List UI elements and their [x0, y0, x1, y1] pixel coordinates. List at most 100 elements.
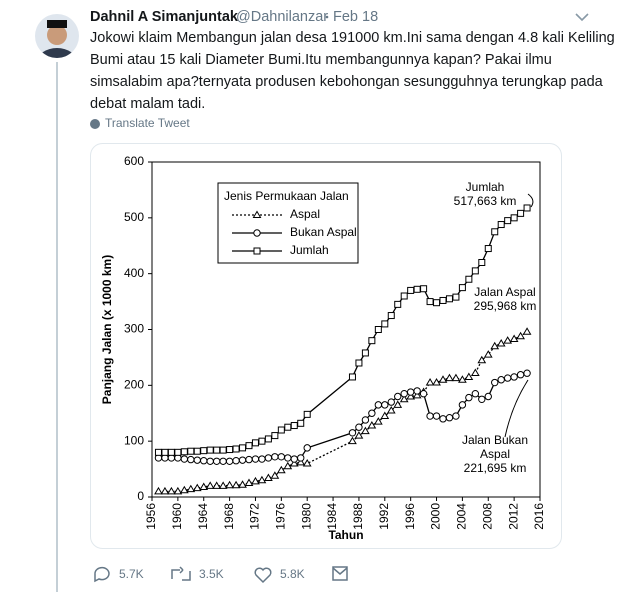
- reply-icon[interactable]: [94, 566, 110, 583]
- data-point: [394, 392, 402, 401]
- avatar[interactable]: [35, 14, 79, 76]
- data-point: [264, 454, 273, 462]
- data-point: [400, 292, 408, 300]
- data-point: [394, 300, 402, 308]
- data-point: [244, 478, 254, 487]
- data-point: [438, 375, 448, 383]
- menu-caret[interactable]: [575, 13, 589, 22]
- x-tick-label: 1988: [351, 503, 365, 530]
- data-point: [497, 376, 505, 384]
- data-point: [406, 392, 416, 400]
- y-tick-label: 400: [124, 266, 144, 280]
- dm-icon[interactable]: [332, 566, 348, 581]
- data-point: [226, 446, 234, 454]
- data-point: [296, 457, 306, 466]
- data-point: [174, 448, 182, 456]
- data-point: [173, 486, 183, 495]
- data-point: [504, 217, 512, 225]
- x-tick-label: 1960: [170, 503, 184, 530]
- data-point: [361, 416, 370, 424]
- data-point: [465, 393, 473, 402]
- leader: [504, 379, 529, 438]
- x-tick-label: 1996: [403, 503, 417, 530]
- data-point: [464, 372, 474, 380]
- data-point: [368, 409, 376, 417]
- data-point: [432, 378, 441, 386]
- data-point: [426, 412, 434, 420]
- data-point: [367, 421, 377, 429]
- data-point: [251, 439, 259, 447]
- annotation: Aspal: [480, 447, 510, 461]
- data-point: [271, 453, 279, 461]
- data-point: [484, 392, 492, 401]
- data-point: [471, 390, 480, 398]
- like-icon[interactable]: [254, 567, 272, 584]
- data-point: [503, 336, 513, 344]
- x-tick-label: 2016: [532, 503, 546, 530]
- data-point: [348, 429, 357, 437]
- data-point: [251, 455, 260, 463]
- data-point: [522, 327, 532, 335]
- data-point: [205, 481, 215, 489]
- x-tick-label: 1992: [377, 503, 391, 530]
- tweet-date[interactable]: Feb 18: [333, 9, 378, 25]
- data-point: [290, 455, 298, 463]
- annotation: Jalan Bukan: [462, 433, 528, 447]
- y-tick-label: 200: [124, 378, 144, 392]
- x-tick-label: 1976: [274, 503, 288, 530]
- y-tick-label: 0: [137, 489, 144, 503]
- data-point: [393, 400, 403, 408]
- x-tick-label: 1972: [248, 503, 262, 530]
- annotation: 517,663 km: [454, 194, 517, 208]
- x-tick-label: 1968: [222, 503, 236, 530]
- data-point: [491, 228, 499, 236]
- data-point: [458, 375, 467, 383]
- data-point: [387, 398, 395, 406]
- data-point: [187, 447, 195, 455]
- x-tick-label: 2000: [429, 503, 443, 530]
- data-point: [484, 245, 492, 253]
- data-point: [238, 456, 247, 464]
- x-tick-label: 2004: [455, 503, 469, 530]
- y-tick-label: 500: [124, 210, 144, 224]
- data-point: [413, 387, 421, 395]
- data-point: [452, 412, 460, 420]
- data-point: [290, 422, 298, 430]
- separator: [325, 15, 329, 19]
- retweet-icon[interactable]: [171, 566, 191, 581]
- annotation: Jumlah: [466, 180, 505, 194]
- data-point: [510, 214, 518, 222]
- data-point: [277, 426, 285, 434]
- data-point: [245, 455, 253, 464]
- data-point: [289, 459, 299, 467]
- data-point: [470, 368, 480, 377]
- data-point: [361, 426, 370, 435]
- author-name[interactable]: Dahnil A Simanjuntak: [90, 9, 239, 25]
- data-point: [373, 417, 383, 425]
- data-point: [180, 455, 189, 463]
- data-point: [232, 457, 240, 465]
- data-point: [355, 359, 363, 367]
- data-point: [354, 431, 364, 439]
- data-point: [445, 295, 453, 303]
- data-point: [154, 448, 162, 456]
- data-point: [167, 486, 176, 495]
- data-point: [245, 442, 253, 450]
- data-point: [302, 459, 312, 467]
- data-point: [361, 349, 369, 357]
- data-point: [213, 446, 221, 454]
- data-point: [193, 456, 201, 464]
- data-point: [218, 481, 228, 489]
- data-point: [433, 299, 441, 307]
- x-tick-label: 2012: [506, 503, 520, 530]
- data-point: [419, 390, 428, 398]
- translate-link[interactable]: Translate Tweet: [105, 116, 190, 130]
- data-point: [445, 373, 454, 382]
- data-point: [303, 444, 311, 452]
- y-axis-label: Panjang Jalan (x 1000 km): [100, 255, 114, 404]
- data-point: [381, 401, 389, 409]
- author-handle[interactable]: @Dahnilanzar: [236, 9, 328, 25]
- data-point: [193, 447, 201, 455]
- data-point: [387, 312, 395, 320]
